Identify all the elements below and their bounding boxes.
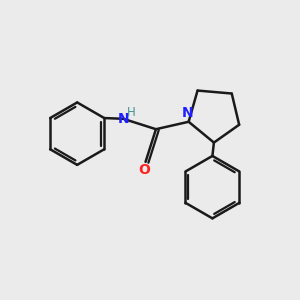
Text: N: N <box>117 112 129 126</box>
Text: N: N <box>181 106 193 120</box>
Text: O: O <box>138 163 150 177</box>
Text: H: H <box>127 106 136 119</box>
